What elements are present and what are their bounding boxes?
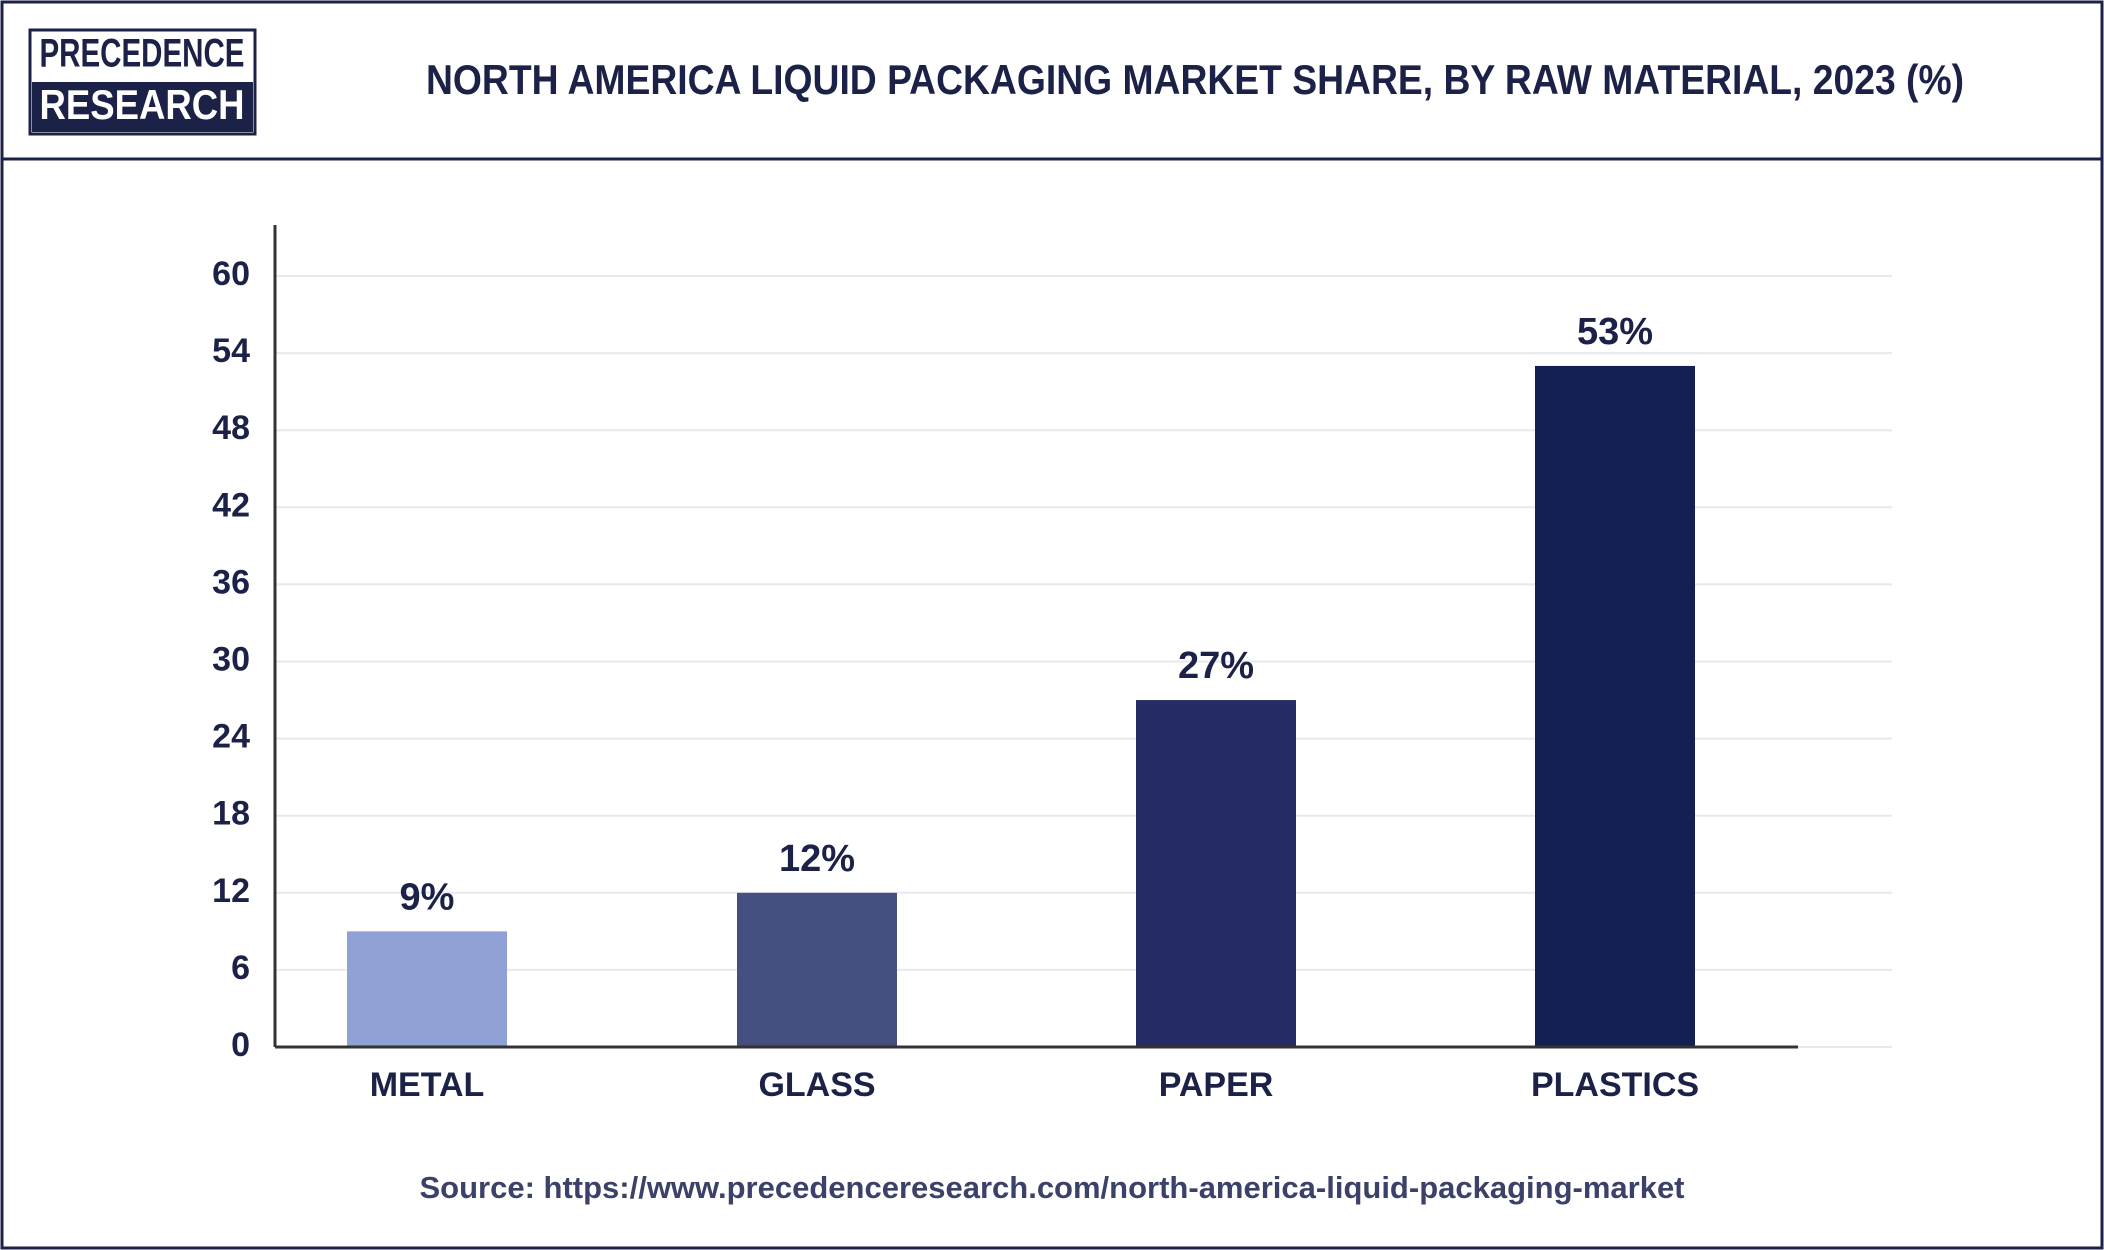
value-label: 27%: [1178, 645, 1254, 687]
y-tick-label: 0: [231, 1026, 250, 1064]
y-tick-label: 36: [212, 563, 250, 601]
x-tick-label: GLASS: [758, 1066, 875, 1104]
y-tick-label: 24: [212, 718, 250, 756]
value-label: 9%: [400, 876, 455, 918]
x-tick-label: METAL: [370, 1066, 485, 1104]
y-tick-label: 18: [212, 795, 250, 833]
y-tick-label: 6: [231, 949, 250, 987]
y-tick-label: 12: [212, 872, 250, 910]
x-tick-label: PAPER: [1159, 1066, 1274, 1104]
y-tick-label: 30: [212, 640, 250, 678]
bar: [737, 892, 897, 1047]
value-label: 12%: [779, 838, 855, 880]
value-label: 53%: [1577, 311, 1653, 353]
bar: [1136, 700, 1296, 1047]
bar: [347, 931, 507, 1047]
chart-title: NORTH AMERICA LIQUID PACKAGING MARKET SH…: [426, 56, 1964, 103]
logo-line2: RESEARCH: [40, 81, 245, 128]
y-tick-label: 54: [212, 332, 250, 370]
x-tick-label: PLASTICS: [1531, 1066, 1699, 1104]
bar: [1535, 365, 1695, 1047]
y-tick-label: 60: [212, 255, 250, 293]
source: Source: https://www.precedenceresearch.c…: [419, 1170, 1684, 1205]
logo-line1: PRECEDENCE: [40, 32, 245, 76]
logo-band: [32, 82, 253, 132]
y-tick-label: 48: [212, 409, 250, 447]
y-tick-label: 42: [212, 486, 250, 524]
